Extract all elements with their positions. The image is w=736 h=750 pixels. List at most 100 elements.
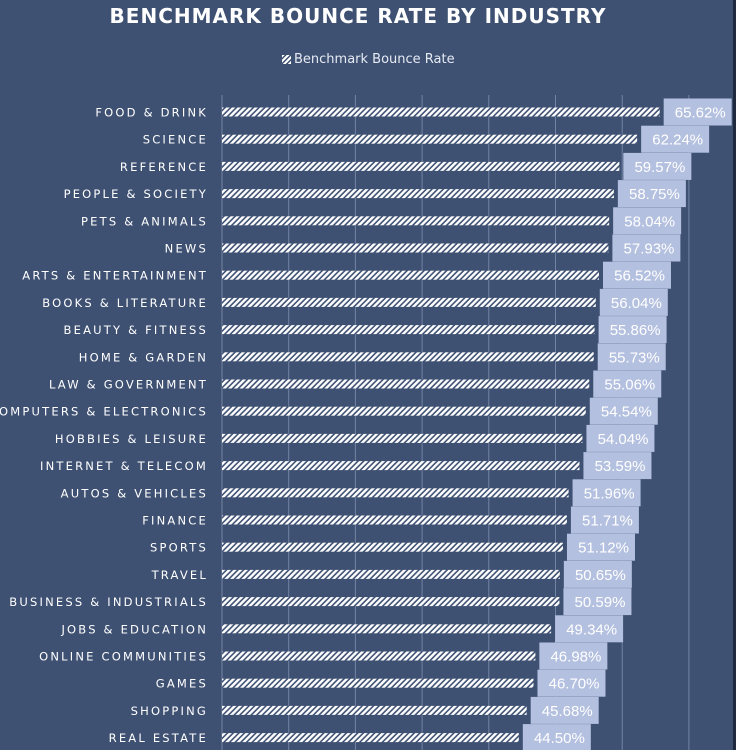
data-label: 49.34% [566, 621, 617, 638]
data-label-box [570, 506, 639, 534]
data-label: 56.04% [611, 295, 662, 312]
data-label: 65.62% [675, 105, 726, 122]
data-label-box [586, 424, 655, 452]
category-label: FINANCE [142, 514, 208, 528]
bar [222, 243, 609, 253]
data-label-box [589, 397, 658, 425]
bar [222, 705, 527, 715]
data-label-box [617, 180, 686, 208]
data-label-box [602, 261, 671, 289]
bar [222, 270, 599, 280]
data-label-box [623, 152, 692, 180]
data-label-box [566, 533, 635, 561]
category-label: NEWS [165, 242, 208, 256]
data-label: 50.59% [575, 594, 626, 611]
category-label: FOOD & DRINK [95, 106, 208, 120]
bar [222, 597, 560, 607]
data-label: 55.73% [609, 349, 660, 366]
bar [222, 161, 620, 171]
data-label-box [641, 125, 710, 153]
category-label: LAW & GOVERNMENT [49, 378, 208, 392]
category-label: SPORTS [150, 541, 208, 555]
bar [222, 134, 638, 144]
data-label-box [593, 370, 662, 398]
category-label: HOME & GARDEN [79, 350, 208, 364]
data-label: 58.75% [629, 186, 680, 203]
category-label: BEAUTY & FITNESS [64, 323, 208, 337]
data-label: 55.86% [610, 322, 661, 339]
bar [222, 107, 660, 117]
bar [222, 515, 567, 525]
category-label: TRAVEL [151, 568, 208, 582]
data-label-box [597, 343, 666, 371]
data-label: 45.68% [542, 703, 593, 720]
data-label-box [572, 479, 641, 507]
data-label-box [537, 669, 606, 697]
data-label: 46.98% [550, 649, 601, 666]
category-label: REAL ESTATE [109, 731, 208, 745]
bar [222, 733, 519, 743]
data-label-box [555, 615, 624, 643]
bar [222, 406, 586, 416]
bar [222, 433, 583, 443]
legend: Benchmark Bounce Rate [282, 52, 455, 67]
category-label: PETS & ANIMALS [81, 214, 208, 228]
data-label: 56.52% [614, 268, 665, 285]
bar [222, 678, 534, 688]
category-label: ARTS & ENTERTAINMENT [22, 269, 208, 283]
data-label-box [613, 207, 682, 235]
data-label-box [598, 316, 667, 344]
category-label: JOBS & EDUCATION [60, 622, 208, 636]
data-label-box [612, 234, 681, 262]
data-label-box [522, 724, 591, 750]
bar [222, 461, 580, 471]
category-label: COMPUTERS & ELECTRONICS [0, 405, 208, 419]
bar [222, 325, 595, 335]
legend-swatch [282, 55, 291, 64]
category-label: AUTOS & VEHICLES [61, 486, 208, 500]
category-label: GAMES [156, 677, 208, 691]
bar [222, 352, 594, 362]
data-label-box [663, 98, 732, 126]
category-label: REFERENCE [120, 160, 208, 174]
data-label-box [539, 642, 608, 670]
data-label: 58.04% [624, 213, 675, 230]
right-border [733, 0, 736, 750]
data-label-box [583, 452, 652, 480]
data-label: 44.50% [534, 730, 585, 747]
data-label: 51.96% [584, 485, 635, 502]
category-label: BUSINESS & INDUSTRIALS [9, 595, 208, 609]
bar [222, 488, 569, 498]
bar [222, 542, 563, 552]
bar [222, 216, 610, 226]
bar [222, 379, 590, 389]
data-label-box [563, 588, 632, 616]
data-label-box [563, 560, 632, 588]
legend-label: Benchmark Bounce Rate [294, 52, 455, 67]
category-label: PEOPLE & SOCIETY [64, 187, 208, 201]
data-label: 55.06% [604, 377, 655, 394]
category-label: SHOPPING [131, 704, 208, 718]
data-label-box [599, 288, 668, 316]
category-label: BOOKS & LITERATURE [42, 296, 208, 310]
data-label: 57.93% [624, 241, 675, 258]
data-label: 53.59% [595, 458, 646, 475]
data-label: 51.71% [582, 513, 633, 530]
data-label: 54.04% [598, 431, 649, 448]
category-label: SCIENCE [143, 133, 208, 147]
data-label-box [530, 696, 599, 724]
data-label: 54.54% [601, 404, 652, 421]
data-label: 51.12% [578, 540, 629, 557]
category-label: INTERNET & TELECOM [40, 459, 208, 473]
data-label: 62.24% [652, 132, 703, 149]
bar [222, 189, 614, 199]
data-label: 46.70% [549, 676, 600, 693]
bar [222, 569, 560, 579]
bar [222, 651, 536, 661]
chart-title: BENCHMARK BOUNCE RATE BY INDUSTRY [109, 4, 607, 28]
data-label: 59.57% [634, 159, 685, 176]
bar [222, 624, 552, 634]
category-label: HOBBIES & LEISURE [55, 432, 208, 446]
data-label: 50.65% [575, 567, 626, 584]
